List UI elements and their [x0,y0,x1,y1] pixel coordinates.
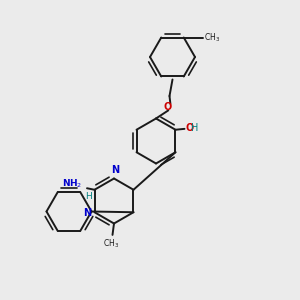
Text: H: H [191,123,199,133]
Text: CH$_3$: CH$_3$ [103,238,119,250]
Text: O: O [164,102,172,112]
Text: O: O [186,123,194,133]
Text: H: H [85,192,92,201]
Text: N: N [111,165,119,175]
Text: N: N [83,208,91,218]
Text: CH$_3$: CH$_3$ [204,31,220,44]
Text: NH$_2$: NH$_2$ [62,178,82,190]
